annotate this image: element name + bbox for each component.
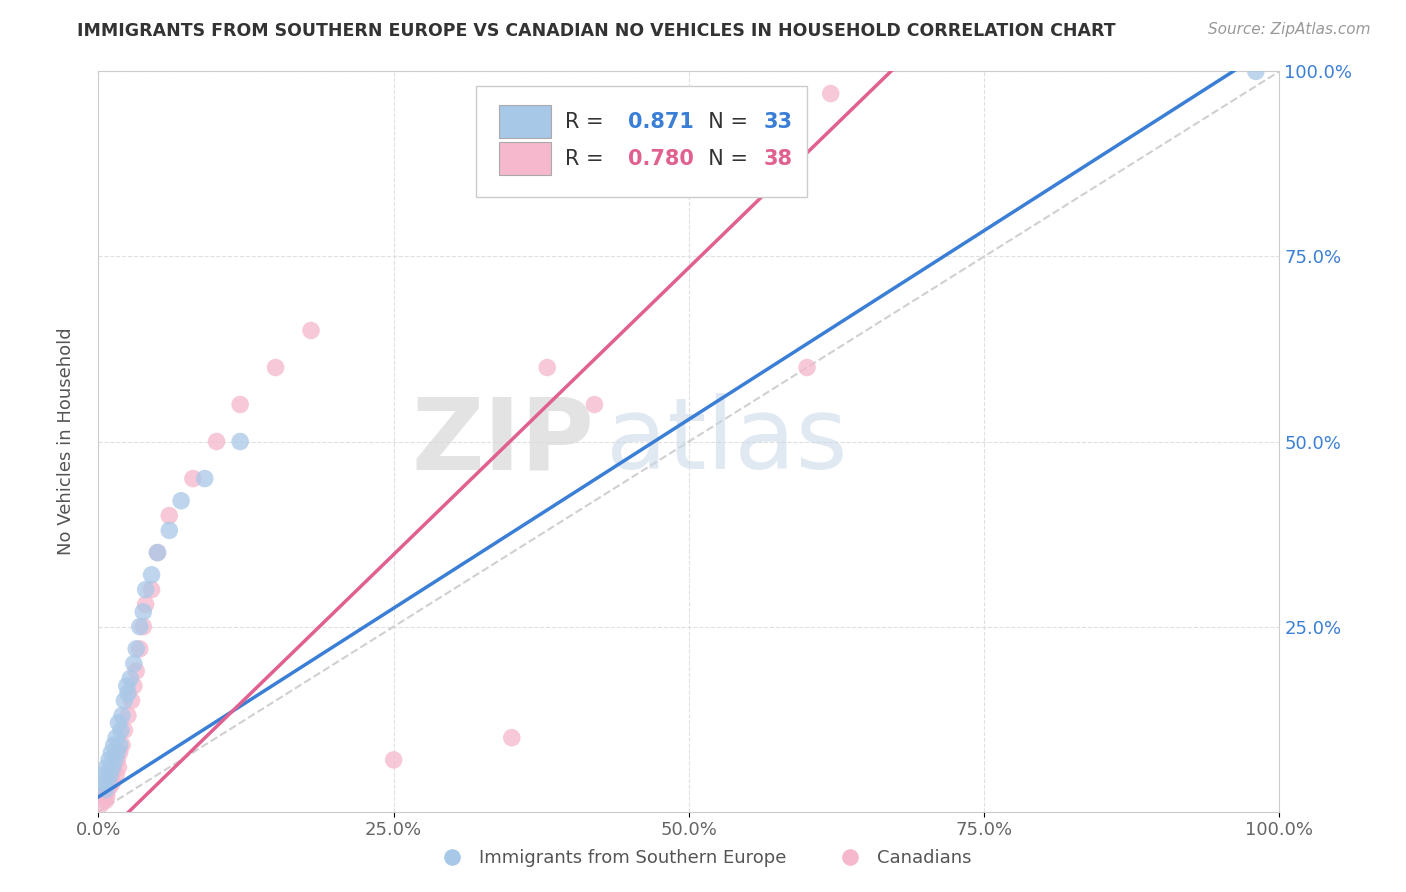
Point bbox=[132, 605, 155, 619]
Text: N =: N = bbox=[695, 112, 755, 132]
Point bbox=[264, 360, 287, 375]
Point bbox=[181, 471, 204, 485]
Text: atlas: atlas bbox=[606, 393, 848, 490]
Point bbox=[105, 731, 128, 745]
Legend: Immigrants from Southern Europe, Canadians: Immigrants from Southern Europe, Canadia… bbox=[427, 842, 979, 874]
Point bbox=[94, 794, 117, 808]
Point bbox=[128, 619, 150, 633]
Point bbox=[157, 524, 180, 538]
Point bbox=[128, 641, 150, 656]
Point bbox=[135, 598, 157, 612]
Point bbox=[157, 508, 180, 523]
Point bbox=[103, 738, 125, 752]
Text: Source: ZipAtlas.com: Source: ZipAtlas.com bbox=[1208, 22, 1371, 37]
Text: 0.780: 0.780 bbox=[627, 149, 693, 169]
Point bbox=[501, 731, 523, 745]
FancyBboxPatch shape bbox=[499, 143, 551, 175]
Point bbox=[536, 360, 558, 375]
Point bbox=[122, 657, 145, 671]
Point bbox=[96, 789, 118, 804]
Point bbox=[97, 775, 120, 789]
Point bbox=[229, 398, 252, 412]
Point bbox=[93, 767, 115, 781]
Point bbox=[112, 723, 135, 738]
Point bbox=[115, 679, 138, 693]
Point bbox=[111, 708, 134, 723]
Point bbox=[91, 775, 114, 789]
Point bbox=[112, 694, 135, 708]
Point bbox=[121, 694, 143, 708]
Point bbox=[105, 746, 128, 760]
Point bbox=[96, 760, 118, 774]
Point bbox=[125, 641, 148, 656]
Point bbox=[125, 664, 148, 678]
Text: IMMIGRANTS FROM SOUTHERN EUROPE VS CANADIAN NO VEHICLES IN HOUSEHOLD CORRELATION: IMMIGRANTS FROM SOUTHERN EUROPE VS CANAD… bbox=[77, 22, 1116, 40]
Point bbox=[146, 546, 169, 560]
Point bbox=[91, 789, 114, 804]
Point bbox=[98, 767, 121, 781]
Y-axis label: No Vehicles in Household: No Vehicles in Household bbox=[56, 327, 75, 556]
Point bbox=[98, 775, 121, 789]
Point bbox=[135, 582, 157, 597]
Text: N =: N = bbox=[695, 149, 755, 169]
Point bbox=[141, 567, 163, 582]
Point bbox=[117, 686, 139, 700]
Point bbox=[194, 471, 217, 485]
Point bbox=[229, 434, 252, 449]
Point bbox=[94, 782, 117, 797]
Point bbox=[820, 87, 842, 101]
Text: ZIP: ZIP bbox=[412, 393, 595, 490]
Text: 38: 38 bbox=[763, 149, 793, 169]
Point bbox=[104, 753, 127, 767]
Point bbox=[101, 760, 124, 774]
Point bbox=[170, 493, 193, 508]
Point bbox=[205, 434, 228, 449]
Point bbox=[120, 672, 142, 686]
Point bbox=[101, 775, 124, 789]
Point bbox=[107, 715, 129, 730]
Point bbox=[111, 738, 134, 752]
Point bbox=[90, 797, 112, 812]
Text: 0.871: 0.871 bbox=[627, 112, 693, 132]
Text: 33: 33 bbox=[763, 112, 793, 132]
Point bbox=[796, 360, 818, 375]
Point bbox=[100, 746, 122, 760]
Point bbox=[107, 760, 129, 774]
Text: R =: R = bbox=[565, 149, 610, 169]
Point bbox=[141, 582, 163, 597]
Point bbox=[299, 324, 322, 338]
Point bbox=[110, 723, 132, 738]
Point bbox=[103, 760, 125, 774]
Point bbox=[93, 782, 115, 797]
Point bbox=[98, 779, 121, 793]
Point bbox=[382, 753, 405, 767]
Point bbox=[117, 708, 139, 723]
Point bbox=[583, 398, 606, 412]
Point bbox=[108, 746, 131, 760]
Point bbox=[97, 782, 120, 797]
Point bbox=[146, 546, 169, 560]
Point bbox=[108, 738, 131, 752]
Point bbox=[98, 753, 121, 767]
FancyBboxPatch shape bbox=[499, 105, 551, 138]
Point bbox=[105, 753, 128, 767]
Point bbox=[100, 767, 122, 781]
FancyBboxPatch shape bbox=[477, 87, 807, 197]
Text: R =: R = bbox=[565, 112, 610, 132]
Point bbox=[122, 679, 145, 693]
Point bbox=[105, 767, 128, 781]
Point bbox=[132, 619, 155, 633]
Point bbox=[1244, 64, 1267, 78]
